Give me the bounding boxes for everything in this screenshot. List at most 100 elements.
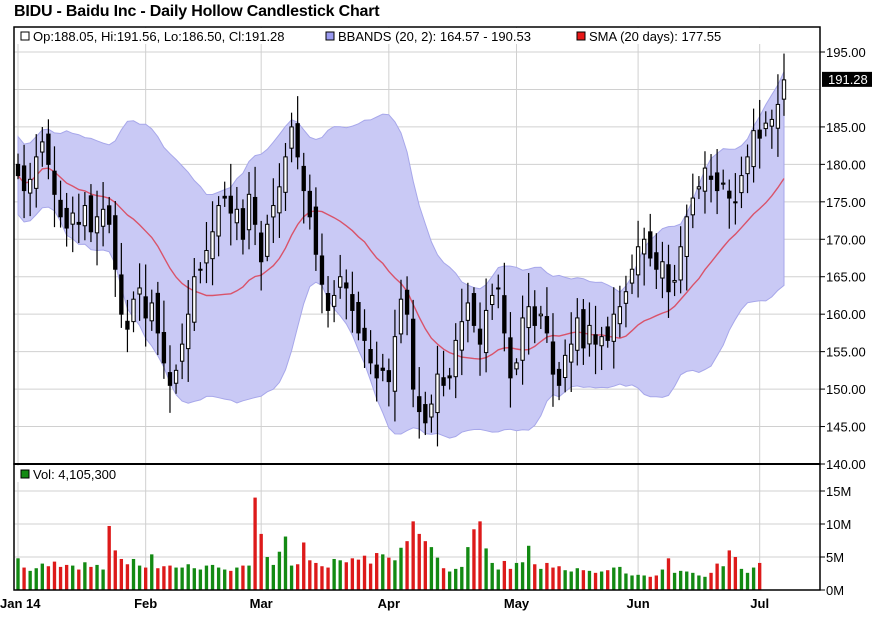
candle-body [15, 163, 21, 177]
volume-bar [569, 571, 573, 590]
candle [733, 173, 738, 225]
candle [775, 74, 781, 157]
candle [228, 163, 233, 246]
candle [562, 339, 568, 393]
candle-body [538, 313, 543, 317]
volume-bar [235, 567, 239, 590]
candle [757, 99, 762, 169]
candle [763, 111, 768, 137]
volume-bar [131, 558, 136, 590]
candle [447, 367, 452, 390]
candle [398, 279, 404, 344]
volume-bar [654, 575, 659, 590]
candle-body [356, 302, 361, 334]
month-label: Jul [750, 596, 769, 611]
volume-bar [192, 568, 196, 590]
candle-body [246, 193, 252, 231]
volume-bar [125, 564, 130, 590]
price-tick-label: 195.00 [826, 45, 866, 60]
candle [149, 289, 154, 331]
volume-bar [539, 568, 543, 590]
volume-bar [52, 561, 57, 590]
price-tick-label: 140.00 [826, 457, 866, 472]
volume-bar [16, 558, 20, 590]
volume-bar [28, 570, 32, 590]
volume-bar [95, 564, 99, 590]
candle [781, 53, 787, 116]
candle-body [569, 343, 574, 363]
candle [137, 263, 142, 321]
candle-body [198, 268, 203, 271]
candle [277, 163, 282, 238]
candle-body [107, 205, 112, 225]
candle [532, 290, 537, 344]
candle [587, 302, 592, 357]
candle-body [386, 370, 392, 383]
volume-bar [405, 541, 409, 590]
candle-body [605, 326, 610, 341]
candle [313, 187, 319, 271]
candle-body [526, 306, 531, 329]
candle [654, 233, 659, 290]
candle-body [319, 255, 325, 285]
volume-bar [429, 547, 434, 590]
candle-body [404, 289, 410, 315]
volume-bar [332, 558, 336, 590]
volume-bar [277, 551, 282, 590]
candle [483, 278, 489, 373]
volume-bar [302, 542, 306, 590]
volume-bar [758, 562, 762, 590]
candle [204, 222, 209, 284]
volume-bar [64, 564, 69, 590]
candle-body [149, 302, 154, 322]
price-tick-label: 160.00 [826, 307, 866, 322]
candle [40, 126, 45, 167]
candle [198, 262, 203, 284]
candle-body [350, 294, 355, 311]
candle [94, 190, 100, 266]
price-tick-label: 165.00 [826, 270, 866, 285]
candle-body [739, 175, 744, 194]
volume-bar [520, 562, 525, 590]
candle [678, 226, 683, 294]
volume-bar [34, 568, 38, 590]
candle [769, 109, 775, 149]
candle-body [775, 103, 781, 129]
volume-bar [466, 547, 470, 590]
candle [350, 271, 355, 333]
volume-swatch [20, 469, 30, 479]
volume-bars [16, 497, 762, 590]
candle-body [137, 287, 142, 295]
volume-bar [119, 558, 124, 590]
candle-body [696, 186, 702, 190]
volume-bar [484, 548, 488, 590]
candle-body [599, 336, 604, 347]
candle-body [155, 292, 160, 334]
candle-body [113, 215, 118, 270]
volume-bar [283, 536, 288, 590]
candle-body [259, 232, 264, 263]
candle-body [544, 316, 550, 334]
candle [441, 350, 446, 397]
volume-bar [314, 562, 318, 590]
bbands-swatch [325, 31, 335, 41]
candle-body [587, 324, 592, 345]
candle [417, 367, 422, 439]
candle [362, 309, 367, 369]
volume-bar [739, 568, 744, 590]
candle [289, 112, 294, 163]
volume-bar [666, 558, 671, 590]
volume-bar [387, 557, 391, 590]
candle-body [593, 334, 598, 345]
candle-body [362, 327, 367, 341]
candle [52, 146, 57, 228]
volume-bar [253, 497, 257, 590]
volume-bar [229, 570, 233, 590]
candle-body [453, 339, 458, 378]
candle-body [660, 261, 665, 279]
candle-body [763, 122, 768, 130]
price-tick-label: 185.00 [826, 120, 866, 135]
candle-body [234, 208, 240, 224]
volume-bar [533, 564, 537, 590]
candle [410, 299, 416, 408]
